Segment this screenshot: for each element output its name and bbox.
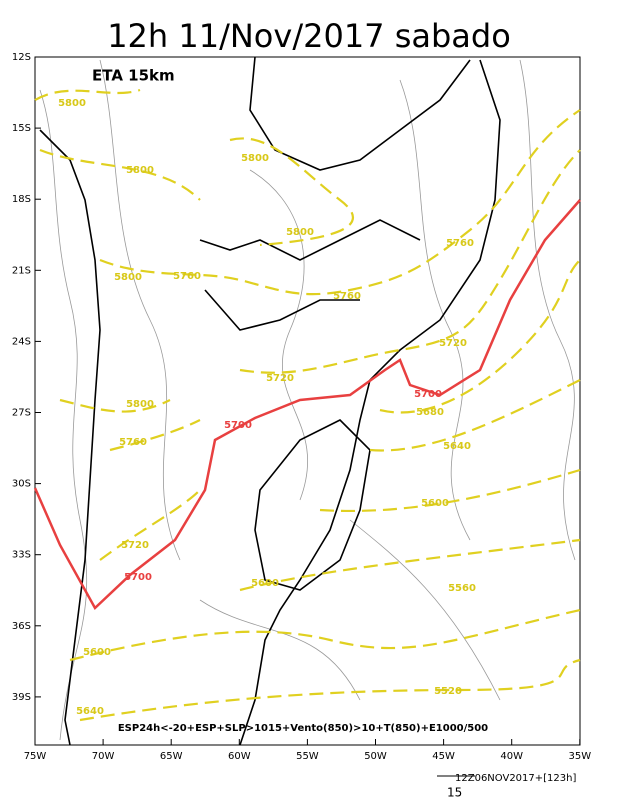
contour-label: 5800	[114, 272, 142, 283]
lon-tick-label: 40W	[500, 751, 523, 762]
contour-label: 5760	[119, 437, 147, 448]
contour-label: 5800	[126, 165, 154, 176]
lat-tick-label: 39S	[12, 692, 31, 703]
lat-tick-label: 12S	[12, 52, 31, 63]
contour-5700	[33, 199, 581, 611]
lon-tick-label: 35W	[568, 751, 591, 762]
gray-contours	[39, 59, 576, 741]
caption: ESP24h<-20+ESP+SLP>1015+Vento(850)>10+T(…	[118, 723, 488, 734]
model-label: ETA 15km	[92, 67, 175, 85]
lat-tick-label: 36S	[12, 621, 31, 632]
coastlines-borders	[39, 56, 501, 746]
lon-tick-label: 75W	[24, 751, 47, 762]
contour-label: 5640	[76, 706, 104, 717]
height-contours	[34, 88, 581, 722]
contour-label: 5800	[286, 227, 314, 238]
lat-tick-label: 21S	[12, 265, 31, 276]
contour-label: 5600	[251, 578, 279, 589]
run-info: 12Z06NOV2017+[123h]	[455, 773, 576, 784]
contour-label: 5640	[443, 441, 471, 452]
map-title: 12h 11/Nov/2017 sabado	[107, 17, 511, 55]
contour-label: 5720	[121, 540, 149, 551]
lon-tick-label: 55W	[296, 751, 319, 762]
contour-label: 5700	[124, 572, 152, 583]
contour-label: 5760	[173, 271, 201, 282]
lon-tick-label: 45W	[432, 751, 455, 762]
contour-label: 5700	[224, 420, 252, 431]
lat-tick-label: 18S	[12, 194, 31, 205]
contour-label: 5600	[83, 647, 111, 658]
contour-label: 5800	[58, 98, 86, 109]
contour-label: 5520	[434, 686, 462, 697]
lat-tick-label: 27S	[12, 408, 31, 419]
lat-tick-label: 33S	[12, 550, 31, 561]
contour-label: 5760	[446, 238, 474, 249]
lon-tick-label: 65W	[160, 751, 183, 762]
lon-tick-label: 60W	[228, 751, 251, 762]
contour-label: 5800	[241, 153, 269, 164]
contour-label: 5720	[266, 373, 294, 384]
contour-label: 5600	[421, 498, 449, 509]
lon-tick-label: 50W	[364, 751, 387, 762]
lat-tick-label: 24S	[12, 336, 31, 347]
contour-label: 5560	[448, 583, 476, 594]
lat-tick-label: 30S	[12, 479, 31, 490]
lon-tick-label: 70W	[92, 751, 115, 762]
contour-label: 5720	[439, 338, 467, 349]
contour-label: 5800	[126, 399, 154, 410]
contour-label: 5760	[333, 291, 361, 302]
lat-tick-label: 15S	[12, 123, 31, 134]
contour-label: 5700	[414, 389, 442, 400]
scale-label: 15	[447, 786, 462, 800]
contour-label: 5680	[416, 407, 444, 418]
